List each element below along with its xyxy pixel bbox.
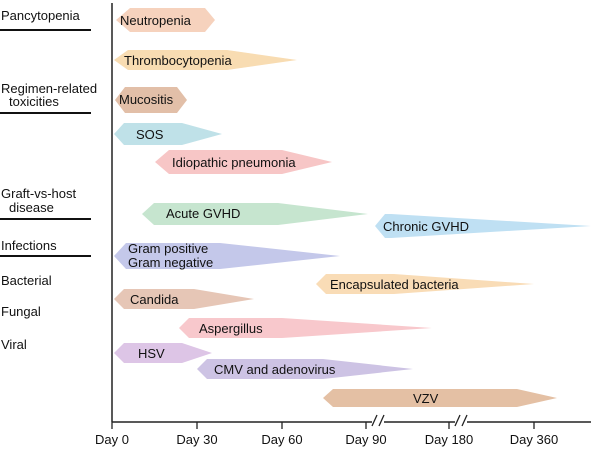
bar-shape [116, 8, 215, 32]
bar-cmv-and-adenovirus: CMV and adenovirus [197, 359, 413, 379]
category-4: Infections [0, 238, 91, 257]
axis-break-icon [371, 414, 385, 428]
bar-label: SOS [136, 127, 164, 142]
bar-mucositis: Mucositis [115, 87, 187, 113]
bar-sos: SOS [114, 123, 222, 145]
category-label: disease [9, 200, 54, 215]
bar-aspergillus: Aspergillus [179, 318, 432, 338]
bar-label: Idiopathic pneumonia [172, 155, 296, 170]
bar-label: Aspergillus [199, 321, 263, 336]
category-label: Infections [1, 238, 57, 253]
bar-shape [115, 87, 187, 113]
bar-label: VZV [413, 391, 439, 406]
bar-label: Encapsulated bacteria [330, 277, 459, 292]
tick-label: Day 60 [261, 432, 302, 447]
axis-break-icon [454, 414, 468, 428]
bar-label: Acute GVHD [166, 206, 240, 221]
category-5: Bacterial [1, 273, 52, 288]
x-axis: Day 0 Day 30 Day 60 Day 90 Day 180 Day 360 [95, 3, 591, 447]
tick-label: Day 0 [95, 432, 129, 447]
category-label: toxicities [9, 94, 59, 109]
bar-shape [375, 214, 591, 238]
category-label: Viral [1, 337, 27, 352]
bar-acute-gvhd: Acute GVHD [142, 203, 368, 225]
bar-label: CMV and adenovirus [214, 362, 336, 377]
tick-label: Day 360 [510, 432, 558, 447]
bar-shape [114, 123, 222, 145]
bar-shape [142, 203, 368, 225]
bar-label: Gram negative [128, 255, 213, 270]
bar-idiopathic-pneumonia: Idiopathic pneumonia [155, 150, 332, 174]
bar-shape [114, 243, 340, 269]
bar-shape [323, 389, 557, 407]
bar-shape [179, 318, 432, 338]
category-label: Pancytopenia [1, 8, 81, 23]
bar-shape [316, 274, 534, 294]
bar-label: Mucositis [119, 92, 174, 107]
tick-label: Day 90 [345, 432, 386, 447]
category-label: Graft-vs-host [1, 186, 77, 201]
bar-vzv: VZV [323, 389, 557, 407]
category-label: Fungal [1, 304, 41, 319]
bar-shape [155, 150, 332, 174]
category-label: Bacterial [1, 273, 52, 288]
category-label: Regimen-related [1, 81, 97, 96]
bar-label: Chronic GVHD [383, 219, 469, 234]
bar-label: Candida [130, 292, 179, 307]
bar-shape [197, 359, 413, 379]
category-7: Viral [1, 337, 27, 352]
bar-shape [114, 50, 297, 70]
tick-label: Day 180 [425, 432, 473, 447]
bar-shape [114, 289, 254, 309]
bar-label: Thrombocytopenia [124, 53, 232, 68]
category-1: Pancytopenia [0, 8, 91, 31]
tick-label: Day 30 [176, 432, 217, 447]
bar-label: HSV [138, 346, 165, 361]
bar-hsv: HSV [114, 343, 212, 363]
bar-shape [114, 343, 212, 363]
bar-candida: Candida [114, 289, 254, 309]
bar-thrombocytopenia: Thrombocytopenia [114, 50, 297, 70]
bar-encapsulated-bacteria: Encapsulated bacteria [316, 274, 534, 294]
bar-label: Neutropenia [120, 13, 192, 28]
category-6: Fungal [1, 304, 41, 319]
bar-neutropenia: Neutropenia [116, 8, 215, 32]
bar-label: Gram positive [128, 241, 208, 256]
bar-chronic-gvhd: Chronic GVHD [375, 214, 591, 238]
